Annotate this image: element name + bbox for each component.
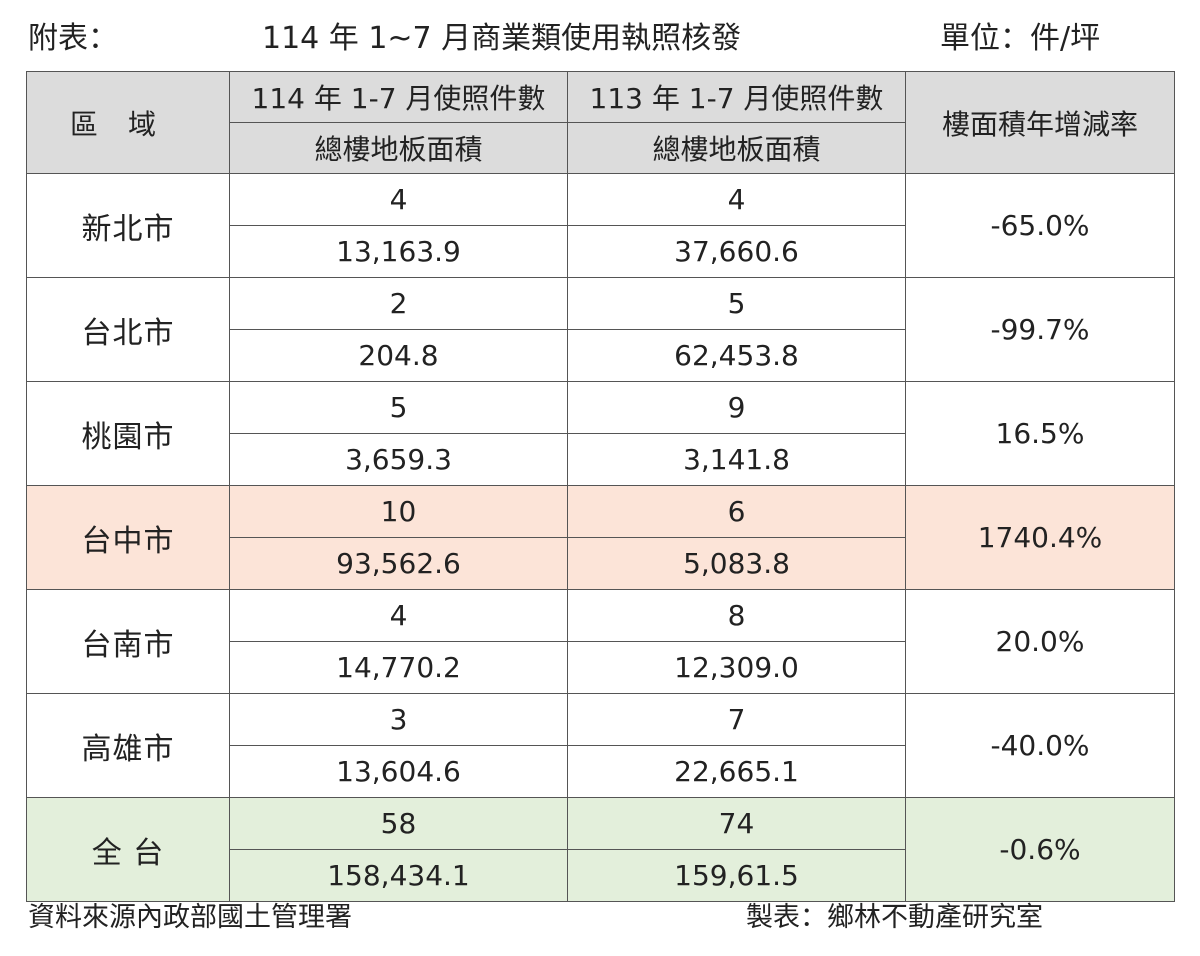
count-114-cell: 58: [229, 797, 568, 850]
rate-cell: 16.5%: [905, 381, 1175, 486]
table-row: 高雄市 3 7 -40.0%: [26, 693, 1175, 798]
table-row-total: 158,434.1 159,61.5: [27, 849, 1175, 902]
table-row-highlighted: 93,562.6 5,083.8: [27, 537, 1175, 590]
region-cell: 台北市: [26, 277, 230, 382]
area-114-cell: 13,604.6: [229, 745, 568, 798]
area-113-cell: 159,61.5: [567, 849, 906, 902]
appendix-label: 附表：: [28, 21, 118, 56]
column-header-rate: 樓面積年增減率: [905, 71, 1175, 174]
table-row-total: 全 台 58 74 -0.6%: [26, 797, 1175, 902]
column-header-region: 區域: [26, 71, 230, 174]
column-header-count-114: 114 年 1-7 月使照件數: [229, 71, 568, 123]
table-row: 3,659.3 3,141.8: [27, 433, 1175, 486]
table-row: 新北市 4 4 -65.0%: [26, 173, 1175, 278]
header-row-2: 總樓地板面積 總樓地板面積: [27, 122, 1175, 174]
count-114-cell: 5: [229, 381, 568, 434]
region-cell: 台南市: [26, 589, 230, 694]
count-113-cell: 8: [567, 589, 906, 642]
license-table: 區域 114 年 1-7 月使照件數 113 年 1-7 月使照件數 樓面積年增…: [26, 71, 1175, 902]
table-footer: 資料來源內政部國土管理署 製表：鄉林不動產研究室: [0, 898, 1200, 938]
rate-cell: -65.0%: [905, 173, 1175, 278]
area-114-cell: 14,770.2: [229, 641, 568, 694]
data-source: 資料來源內政部國土管理署: [28, 902, 352, 933]
area-113-cell: 22,665.1: [567, 745, 906, 798]
area-113-cell: 12,309.0: [567, 641, 906, 694]
rate-cell: -40.0%: [905, 693, 1175, 798]
table-row-highlighted: 台中市 10 6 1740.4%: [26, 485, 1175, 590]
rate-cell: -99.7%: [905, 277, 1175, 382]
table-row: 桃園市 5 9 16.5%: [26, 381, 1175, 486]
count-114-cell: 4: [229, 173, 568, 226]
count-113-cell: 7: [567, 693, 906, 746]
header-row-1: 區域 114 年 1-7 月使照件數 113 年 1-7 月使照件數 樓面積年增…: [26, 71, 1175, 174]
rate-cell: 20.0%: [905, 589, 1175, 694]
region-cell: 桃園市: [26, 381, 230, 486]
table-row: 台南市 4 8 20.0%: [26, 589, 1175, 694]
count-114-cell: 3: [229, 693, 568, 746]
table-row: 204.8 62,453.8: [27, 329, 1175, 382]
table-maker: 製表：鄉林不動產研究室: [746, 902, 1043, 933]
count-113-cell: 5: [567, 277, 906, 330]
area-113-cell: 62,453.8: [567, 329, 906, 382]
table-row: 13,604.6 22,665.1: [27, 745, 1175, 798]
count-113-cell: 9: [567, 381, 906, 434]
count-113-cell: 6: [567, 485, 906, 538]
area-114-cell: 204.8: [229, 329, 568, 382]
table-header: 附表： 114 年 1~7 月商業類使用執照核發 單位：件/坪: [0, 14, 1200, 64]
area-114-cell: 3,659.3: [229, 433, 568, 486]
table-row: 台北市 2 5 -99.7%: [26, 277, 1175, 382]
unit-label: 單位：件/坪: [940, 21, 1101, 56]
table-title: 114 年 1~7 月商業類使用執照核發: [262, 21, 742, 56]
count-113-cell: 4: [567, 173, 906, 226]
area-114-cell: 93,562.6: [229, 537, 568, 590]
count-113-cell: 74: [567, 797, 906, 850]
rate-cell: -0.6%: [905, 797, 1175, 902]
region-cell: 台中市: [26, 485, 230, 590]
rate-cell: 1740.4%: [905, 485, 1175, 590]
region-cell: 新北市: [26, 173, 230, 278]
area-113-cell: 3,141.8: [567, 433, 906, 486]
area-113-cell: 5,083.8: [567, 537, 906, 590]
area-113-cell: 37,660.6: [567, 225, 906, 278]
column-header-count-113: 113 年 1-7 月使照件數: [567, 71, 906, 123]
table-row: 14,770.2 12,309.0: [27, 641, 1175, 694]
area-114-cell: 13,163.9: [229, 225, 568, 278]
area-114-cell: 158,434.1: [229, 849, 568, 902]
count-114-cell: 4: [229, 589, 568, 642]
column-header-area-113: 總樓地板面積: [567, 122, 906, 174]
column-header-area-114: 總樓地板面積: [229, 122, 568, 174]
region-cell: 高雄市: [26, 693, 230, 798]
count-114-cell: 2: [229, 277, 568, 330]
count-114-cell: 10: [229, 485, 568, 538]
region-cell-total: 全 台: [26, 797, 230, 902]
